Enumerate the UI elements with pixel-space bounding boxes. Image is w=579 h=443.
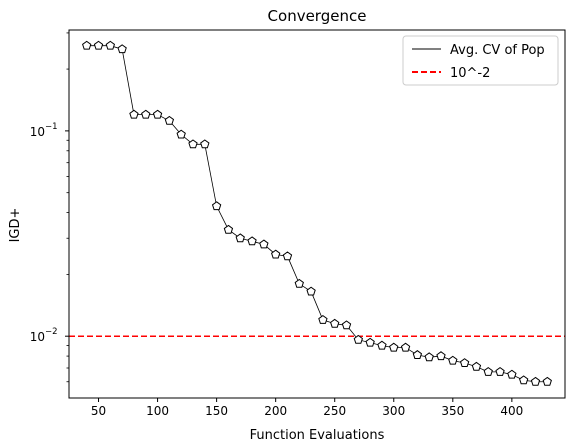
x-axis-label: Function Evaluations <box>250 428 385 443</box>
data-point <box>459 358 470 368</box>
x-tick-label: 100 <box>146 404 169 418</box>
data-point <box>105 40 116 50</box>
y-tick-label: 10 <box>30 125 45 139</box>
x-tick-label: 250 <box>323 404 346 418</box>
data-point <box>129 109 139 119</box>
data-point <box>318 315 328 324</box>
y-tick-exponent: −1 <box>45 122 58 132</box>
data-point <box>235 233 245 243</box>
data-point <box>507 369 517 379</box>
data-point <box>117 44 127 54</box>
data-point <box>389 342 399 352</box>
data-point <box>306 286 316 296</box>
data-point <box>211 201 222 211</box>
data-point <box>93 40 104 50</box>
plot-frame <box>68 29 566 399</box>
data-point <box>542 376 552 386</box>
data-point <box>530 376 541 386</box>
data-point <box>259 239 269 249</box>
data-point <box>330 318 340 328</box>
x-tick-label: 350 <box>441 404 464 418</box>
legend-label-series: Avg. CV of Pop <box>450 43 545 58</box>
data-point <box>341 320 352 330</box>
legend: Avg. CV of Pop 10^-2 <box>402 35 559 86</box>
data-point <box>188 139 198 149</box>
y-tick-exponent: −2 <box>45 327 58 337</box>
data-point <box>495 366 505 376</box>
x-tick-label: 150 <box>205 404 228 418</box>
x-tick-label: 200 <box>264 404 287 418</box>
x-ticks: 50 100 150 200 250 300 350 400 <box>91 398 523 418</box>
data-point <box>471 361 482 371</box>
y-tick-label: 10 <box>30 330 45 344</box>
y-axis-label: IGD+ <box>8 208 23 243</box>
x-tick-label: 50 <box>91 404 106 418</box>
data-point <box>176 129 186 139</box>
data-point <box>483 366 493 376</box>
data-point <box>353 334 364 344</box>
data-point <box>164 115 175 125</box>
plot-layer <box>69 40 565 386</box>
chart-title: Convergence <box>268 7 367 25</box>
data-point <box>377 340 387 350</box>
legend-label-reference: 10^-2 <box>450 66 490 81</box>
data-point <box>270 249 281 259</box>
data-point <box>365 337 375 347</box>
data-point <box>294 278 304 288</box>
data-point <box>282 251 293 261</box>
x-tick-label: 400 <box>500 404 523 418</box>
data-point <box>436 351 446 361</box>
data-point <box>412 350 423 359</box>
data-point <box>518 375 529 385</box>
data-point <box>82 40 92 50</box>
data-point <box>223 224 234 234</box>
x-tick-label: 300 <box>382 404 405 418</box>
legend-box <box>402 35 559 86</box>
data-point <box>448 355 458 365</box>
data-point <box>152 109 163 119</box>
data-point <box>141 109 151 119</box>
series-line <box>86 45 548 383</box>
data-point <box>400 342 411 352</box>
data-point <box>200 139 210 149</box>
data-point <box>247 236 257 246</box>
data-point <box>424 352 434 362</box>
